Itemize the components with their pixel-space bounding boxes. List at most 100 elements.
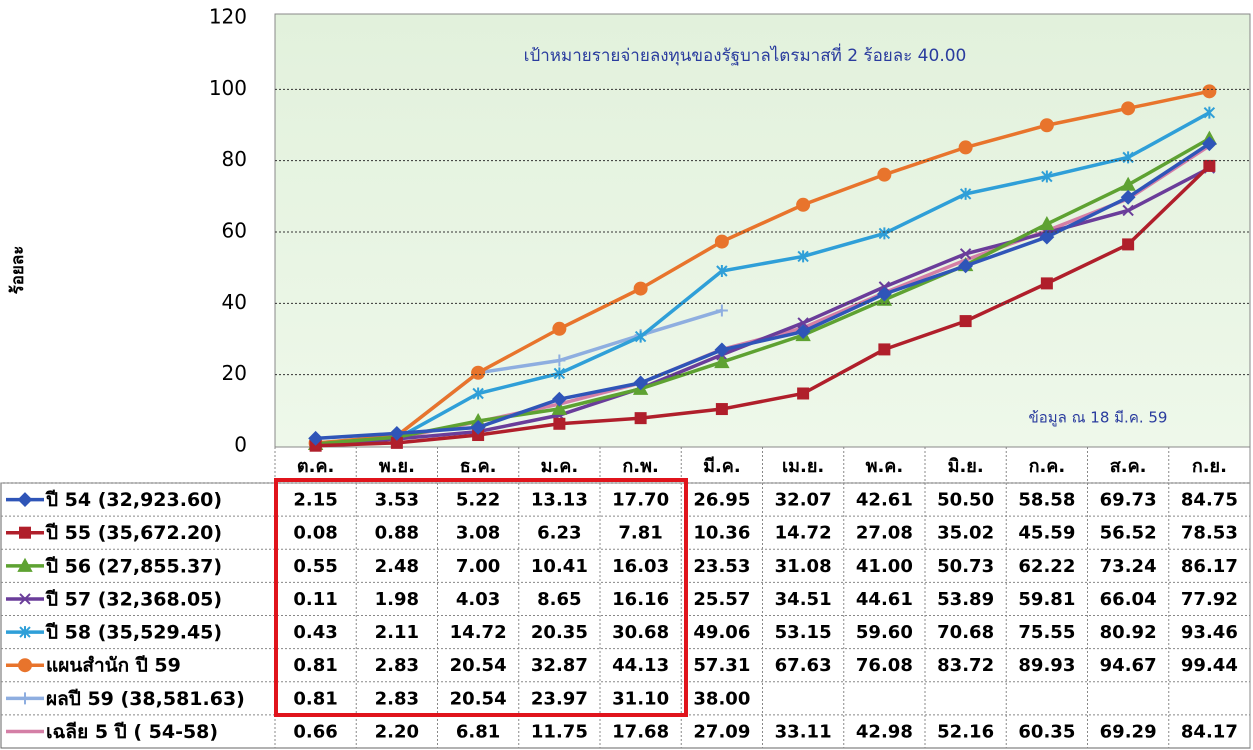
- table-cell: 38.00: [693, 688, 750, 709]
- marker: [795, 324, 811, 340]
- y-tick-label: 60: [222, 219, 247, 243]
- table-cell: 3.53: [375, 490, 419, 511]
- table-cell: 27.09: [693, 721, 750, 742]
- marker: [552, 321, 567, 336]
- table-cell: 76.08: [856, 655, 913, 676]
- table-cell: 60.35: [1018, 721, 1075, 742]
- x-tick-label: ธ.ค.: [460, 456, 497, 477]
- marker: [472, 387, 484, 400]
- table-cell: 0.11: [293, 589, 337, 610]
- marker: [1122, 204, 1134, 217]
- marker: [471, 365, 486, 380]
- target-note: เป้าหมายรายจ่ายลงทุนของรัฐบาลไตรมาสที่ 2…: [524, 43, 967, 66]
- table-cell: 7.81: [618, 523, 662, 544]
- table-cell: 20.35: [531, 622, 588, 643]
- table-cell: 31.08: [775, 556, 832, 577]
- legend-marker: [19, 526, 31, 539]
- marker: [797, 387, 810, 400]
- marker: [714, 342, 730, 358]
- marker: [796, 197, 811, 212]
- legend-label: ปี 56 (27,855.37): [45, 555, 222, 577]
- y-axis-label: ร้อยละ: [8, 246, 28, 295]
- marker: [634, 330, 647, 343]
- table-cell: 93.46: [1181, 622, 1238, 643]
- table-cell: 14.72: [450, 622, 507, 643]
- table-cell: 73.24: [1100, 556, 1157, 577]
- marker: [389, 425, 405, 441]
- x-tick-label: มี.ค.: [703, 456, 741, 477]
- legend-label: ผลปี 59 (38,581.63): [46, 688, 245, 710]
- y-tick-label: 100: [209, 76, 247, 100]
- y-tick-label: 120: [209, 5, 247, 29]
- marker: [715, 403, 728, 416]
- y-tick-label: 80: [222, 147, 247, 171]
- table-cell: 31.10: [612, 688, 669, 709]
- table-cell: 67.63: [775, 655, 832, 676]
- marker: [1203, 106, 1216, 119]
- table-cell: 69.29: [1100, 721, 1157, 742]
- legend-label: ปี 57 (32,368.05): [45, 588, 222, 610]
- marker: [797, 250, 809, 263]
- marker: [715, 304, 728, 317]
- table-cell: 59.81: [1018, 589, 1075, 610]
- marker: [1120, 189, 1136, 205]
- table-cell: 20.54: [450, 655, 507, 676]
- legend-marker: [19, 593, 31, 605]
- marker: [1039, 118, 1054, 133]
- table-cell: 89.93: [1018, 655, 1075, 676]
- series-line: [315, 142, 1211, 441]
- table-cell: 6.81: [456, 721, 500, 742]
- legend-label: เฉลีย 5 ปี ( 54-58): [46, 721, 218, 743]
- series-line: [315, 137, 1211, 446]
- legend-label: ปี 54 (32,923.60): [45, 489, 222, 511]
- table-cell: 14.72: [775, 523, 832, 544]
- table-cell: 86.17: [1181, 556, 1238, 577]
- marker: [1041, 170, 1053, 183]
- marker: [958, 140, 973, 155]
- table-cell: 62.22: [1018, 556, 1075, 577]
- table-cell: 2.83: [375, 688, 419, 709]
- table-cell: 44.61: [856, 589, 913, 610]
- table-cell: 78.53: [1181, 523, 1238, 544]
- table-cell: 35.02: [937, 523, 994, 544]
- table-cell: 8.65: [537, 589, 581, 610]
- legend-marker: [19, 692, 31, 705]
- marker: [1039, 215, 1055, 231]
- marker: [877, 167, 892, 182]
- table-cell: 25.57: [693, 589, 750, 610]
- table-cell: 13.13: [531, 490, 588, 511]
- table-cell: 2.11: [375, 622, 419, 643]
- table-cell: 50.73: [937, 556, 994, 577]
- table-cell: 2.20: [375, 721, 419, 742]
- series-line: [315, 89, 1210, 445]
- x-tick-label: ก.พ.: [622, 456, 658, 477]
- x-tick-label: พ.ย.: [379, 456, 415, 477]
- table-cell: 32.87: [531, 655, 588, 676]
- table-cell: 7.00: [456, 556, 500, 577]
- x-tick-label: ม.ค.: [541, 456, 579, 477]
- table-cell: 75.55: [1018, 622, 1075, 643]
- table-cell: 2.15: [293, 490, 337, 511]
- marker: [878, 227, 891, 240]
- table-cell: 3.08: [456, 523, 500, 544]
- legend-label: แผนสำนัก ปี 59: [46, 655, 181, 677]
- table-cell: 50.50: [937, 490, 994, 511]
- marker: [1122, 238, 1135, 251]
- series-line: [315, 164, 1211, 448]
- y-tick-label: 40: [222, 290, 247, 314]
- marker: [716, 265, 728, 278]
- table-cell: 11.75: [531, 721, 588, 742]
- table-cell: 59.60: [856, 622, 913, 643]
- legend-label: ปี 58 (35,529.45): [45, 622, 222, 644]
- marker: [797, 317, 809, 329]
- table-cell: 53.89: [937, 589, 994, 610]
- marker: [959, 248, 972, 260]
- marker: [308, 430, 324, 446]
- marker: [1201, 136, 1217, 152]
- x-tick-label: พ.ค.: [866, 456, 904, 477]
- table-cell: 27.08: [856, 523, 913, 544]
- marker: [878, 343, 891, 356]
- marker: [1202, 84, 1217, 99]
- table-cell: 33.11: [775, 721, 832, 742]
